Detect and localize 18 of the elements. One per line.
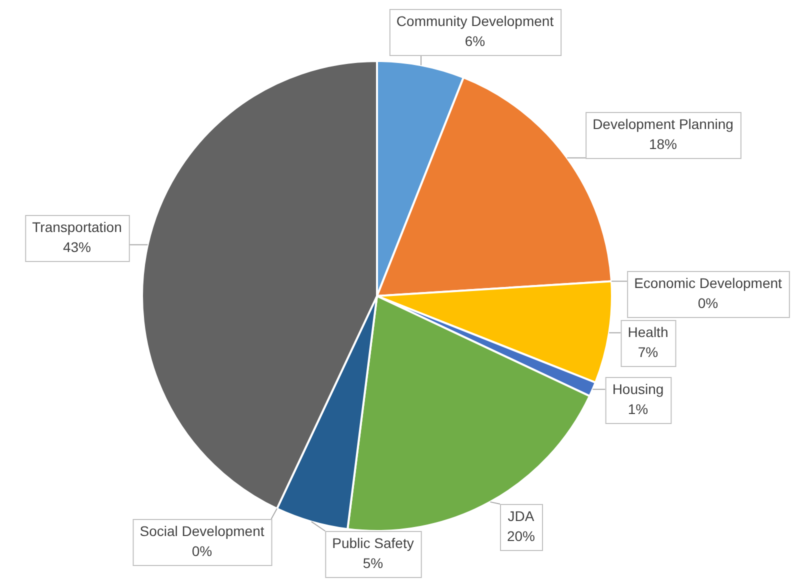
data-label: 20% — [506, 528, 536, 544]
slice-label: Public Safety — [332, 534, 414, 551]
slice-label: Health — [628, 324, 668, 340]
data-label: 5% — [362, 554, 384, 571]
data-label: 43% — [62, 238, 92, 255]
data-label: 18% — [648, 136, 678, 152]
text: 0% — [192, 542, 212, 559]
slice-label: Community Development — [396, 12, 554, 29]
data-label: 1% — [628, 400, 648, 417]
slice-label: JDA — [508, 508, 535, 524]
slice-label: Housing — [612, 380, 664, 397]
data-label: 7% — [638, 344, 658, 360]
category-label: Social Development — [140, 522, 264, 539]
text: 0% — [698, 294, 718, 311]
slice-label: Transportation — [32, 218, 122, 235]
data-label: 6% — [464, 32, 486, 49]
legend-label: Economic Development — [634, 274, 782, 291]
slice-label: Development Planning — [592, 116, 734, 132]
